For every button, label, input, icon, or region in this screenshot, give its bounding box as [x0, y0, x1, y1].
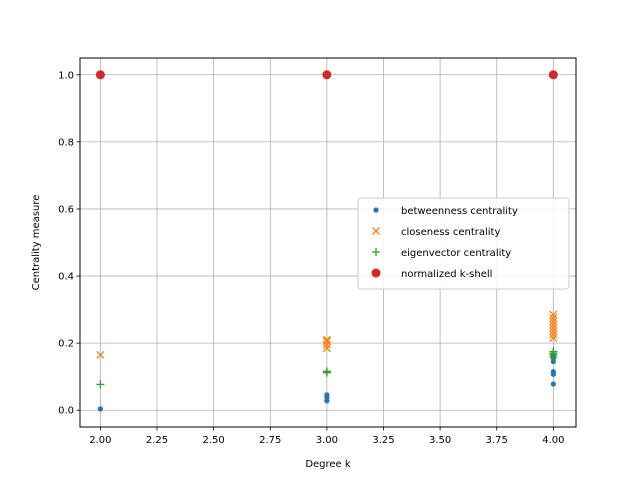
- betweenness-centrality-point: [97, 406, 103, 412]
- legend-marker: [371, 268, 381, 278]
- legend-marker: [373, 207, 379, 213]
- plot-frame: [79, 57, 577, 428]
- betweenness-centrality-point: [324, 392, 330, 398]
- legend-marker: [372, 248, 380, 256]
- y-tick-label: 1.0: [58, 70, 74, 81]
- y-tick-label: 0.8: [58, 137, 74, 148]
- legend-marker: [371, 226, 381, 236]
- closeness-centrality-point: [549, 327, 558, 336]
- x-tick-label: 3.00: [316, 435, 338, 446]
- closeness-centrality-point: [549, 323, 558, 333]
- y-tick-label: 0.6: [58, 204, 74, 215]
- data-points: [95, 70, 558, 412]
- x-tick-label: 2.25: [146, 435, 168, 446]
- legend-label: closeness centrality: [401, 227, 500, 238]
- x-tick-label: 4.00: [542, 435, 564, 446]
- x-tick-label: 3.50: [429, 435, 451, 446]
- eigenvector-centrality-point: [96, 380, 105, 389]
- normalized-k-shell-point: [95, 70, 105, 80]
- x-tick-label: 3.75: [486, 435, 508, 446]
- betweenness-centrality-point: [550, 369, 556, 375]
- y-tick-label: 0.0: [58, 406, 74, 417]
- legend-box: [357, 197, 570, 290]
- closeness-centrality-point: [549, 320, 558, 329]
- x-tick-label: 3.25: [372, 435, 394, 446]
- x-tick-label: 2.00: [89, 435, 111, 446]
- legend-label: normalized k-shell: [401, 269, 492, 280]
- closeness-centrality-point: [96, 350, 105, 359]
- eigenvector-centrality-point: [549, 347, 558, 356]
- normalized-k-shell-point: [322, 70, 332, 80]
- x-axis-label: Degree k: [305, 459, 351, 470]
- closeness-centrality-point: [322, 337, 331, 346]
- axis-ticks: 2.00 2.25 2.50 2.75 3.00 3.25 3.50 3.75 4.00 0.0 0…: [58, 70, 564, 446]
- closeness-centrality-point: [322, 335, 331, 344]
- x-tick-label: 2.50: [202, 435, 224, 446]
- closeness-centrality-point: [549, 313, 558, 323]
- closeness-centrality-point: [549, 317, 558, 326]
- betweenness-centrality-point: [550, 381, 556, 387]
- eigenvector-centrality-point: [322, 367, 331, 376]
- closeness-centrality-point: [549, 330, 558, 339]
- closeness-centrality-point: [549, 334, 558, 343]
- closeness-centrality-point: [322, 344, 331, 353]
- closeness-centrality-point: [549, 310, 558, 319]
- y-tick-label: 0.4: [58, 272, 74, 283]
- normalized-k-shell-point: [548, 70, 558, 80]
- legend: betweenness centrality closeness centrali…: [357, 197, 570, 290]
- x-tick-label: 2.75: [259, 435, 281, 446]
- y-axis-label: Centrality measure: [31, 195, 42, 291]
- legend-label: eigenvector centrality: [401, 248, 511, 259]
- legend-label: betweenness centrality: [401, 206, 518, 217]
- y-tick-label: 0.2: [58, 339, 74, 350]
